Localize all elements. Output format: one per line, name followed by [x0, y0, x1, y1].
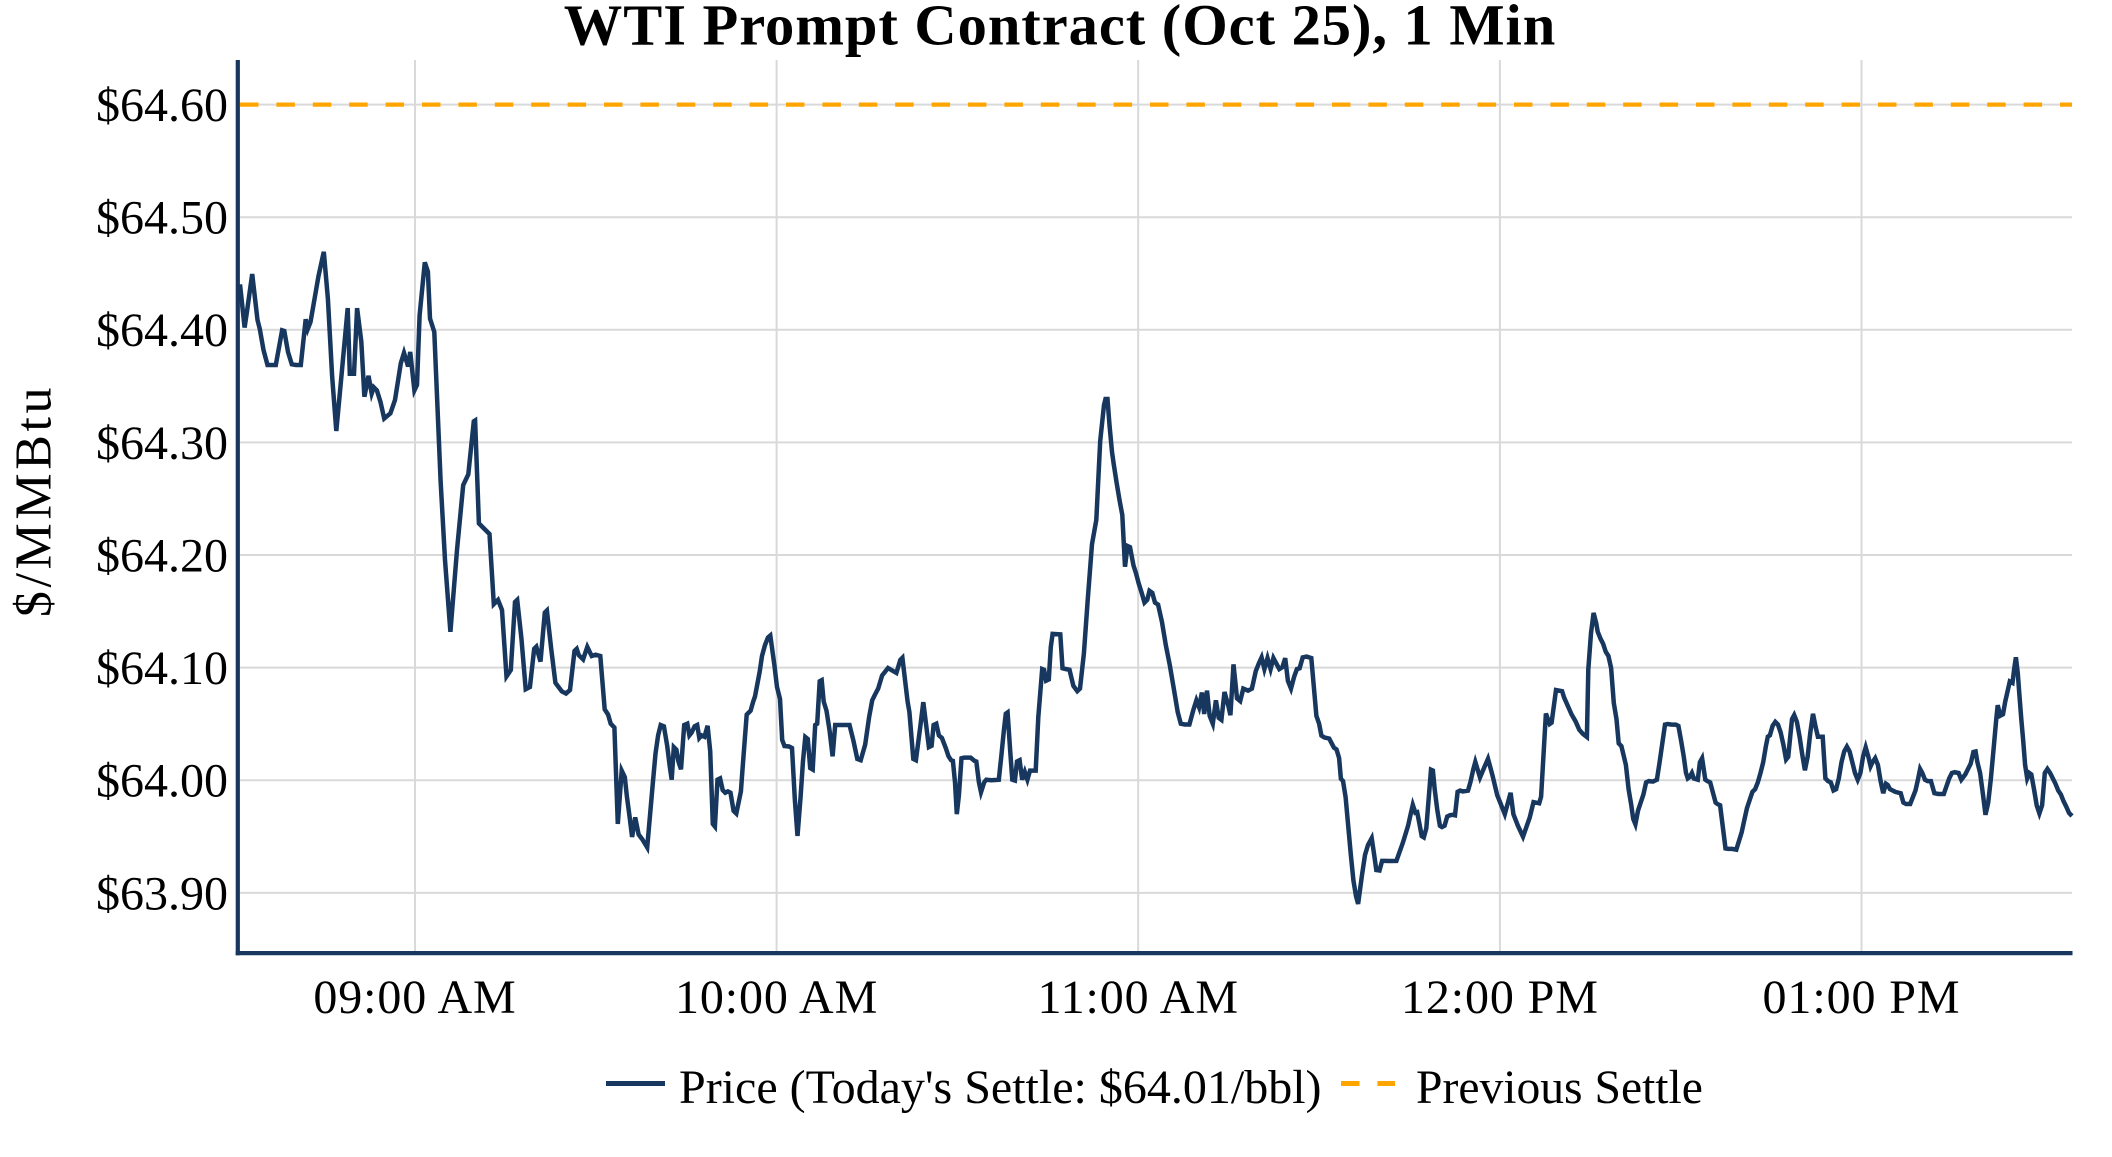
- svg-text:$64.00: $64.00: [96, 755, 228, 808]
- svg-text:$64.50: $64.50: [96, 192, 228, 245]
- svg-text:WTI Prompt Contract (Oct 25),: WTI Prompt Contract (Oct 25), 1 Min: [564, 0, 1556, 57]
- svg-text:12:00 PM: 12:00 PM: [1401, 971, 1599, 1024]
- svg-text:$64.60: $64.60: [96, 79, 228, 132]
- svg-text:$64.40: $64.40: [96, 304, 228, 357]
- svg-text:$64.30: $64.30: [96, 417, 228, 470]
- svg-text:Price (Today's Settle: $64.01/: Price (Today's Settle: $64.01/bbl): [679, 1061, 1322, 1114]
- svg-text:$64.10: $64.10: [96, 642, 228, 695]
- svg-text:09:00 AM: 09:00 AM: [313, 971, 516, 1024]
- svg-text:$63.90: $63.90: [96, 867, 228, 920]
- svg-text:11:00 AM: 11:00 AM: [1037, 971, 1238, 1024]
- svg-text:01:00 PM: 01:00 PM: [1763, 971, 1961, 1024]
- svg-text:$/MMBtu: $/MMBtu: [5, 384, 62, 617]
- svg-text:10:00 AM: 10:00 AM: [675, 971, 878, 1024]
- svg-text:Previous Settle: Previous Settle: [1416, 1062, 1703, 1114]
- svg-text:$64.20: $64.20: [96, 529, 228, 582]
